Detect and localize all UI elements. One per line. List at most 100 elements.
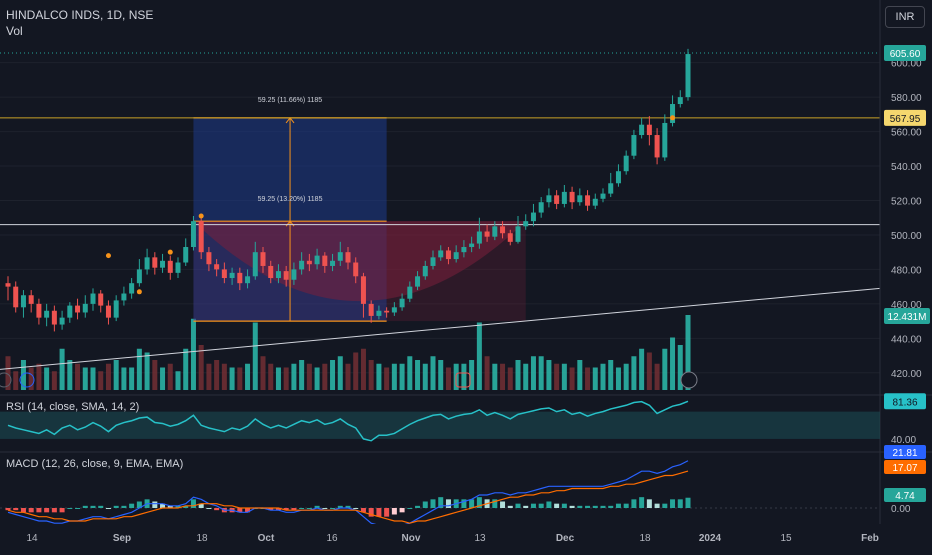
macd-histogram-bar [492, 499, 498, 508]
volume-bar [585, 367, 591, 390]
volume-bar [20, 360, 26, 390]
volume-bar [546, 360, 552, 390]
candle [422, 265, 428, 277]
macd-histogram-bar [523, 505, 529, 508]
candle [500, 226, 506, 234]
candle [384, 310, 390, 313]
volume-bar [275, 367, 281, 390]
rsi-band [0, 411, 880, 439]
resistance-badge [884, 109, 926, 126]
volume-bar [461, 363, 467, 390]
macd-histogram-bar [592, 505, 598, 508]
macd-histogram-bar [670, 499, 676, 508]
volume-bar [51, 371, 57, 390]
volume-bar [538, 356, 544, 390]
macd-histogram-bar [198, 503, 204, 508]
volume-bar [129, 367, 135, 390]
macd-histogram-bar [105, 508, 111, 509]
candle [623, 155, 629, 172]
volume-bar [13, 371, 19, 390]
volume-bar [152, 360, 158, 390]
volume-bar [5, 356, 11, 390]
candle [306, 260, 312, 265]
volume-bar [252, 322, 258, 390]
volume-bar [569, 367, 575, 390]
volume-legend: Vol [6, 24, 23, 38]
volume-bar [221, 363, 227, 390]
candle [67, 305, 73, 318]
volume-bar [530, 356, 536, 390]
macd-histogram-bar [546, 501, 552, 508]
macd-histogram-bar [368, 508, 374, 517]
volume-bar [160, 367, 166, 390]
candle [561, 191, 567, 204]
volume-bar [190, 318, 196, 390]
volume-bar [337, 356, 343, 390]
candle [260, 252, 266, 266]
volume-bar [268, 363, 274, 390]
candle [391, 307, 397, 313]
dividend-event-icon [19, 372, 35, 388]
signal-badge [884, 460, 926, 474]
candle [546, 195, 552, 203]
candle [152, 257, 158, 268]
candle [245, 276, 251, 284]
volume-bar [407, 356, 413, 390]
candle [677, 97, 683, 105]
macd-histogram-bar [569, 505, 575, 508]
x-tick-label: 15 [780, 533, 792, 544]
macd-histogram-bar [500, 501, 506, 508]
macd-histogram-bar [677, 499, 683, 508]
candle [461, 247, 467, 253]
candle [160, 260, 166, 268]
y-tick-label: 540.00 [891, 162, 922, 173]
macd-histogram-bar [615, 503, 621, 508]
candle [237, 272, 243, 284]
y-tick-label: 440.00 [891, 334, 922, 345]
x-tick-label: 18 [639, 533, 651, 544]
candle [492, 226, 498, 237]
currency-button[interactable]: INR [885, 6, 925, 28]
candle [453, 252, 459, 260]
volume-bar [592, 367, 598, 390]
volume-badge [884, 308, 930, 324]
candle [59, 317, 65, 325]
signal-marker [105, 253, 111, 259]
volume-bar [445, 367, 451, 390]
macd-histogram-bar [5, 508, 11, 511]
candle [368, 303, 374, 316]
macd-histogram-bar [662, 503, 668, 508]
candle [291, 269, 297, 280]
macd-histogram-bar [515, 503, 521, 508]
volume-bar [670, 337, 676, 390]
signal-marker [167, 249, 173, 255]
macd-histogram-bar [646, 499, 652, 508]
macd-histogram-bar [245, 508, 251, 513]
volume-bar [90, 367, 96, 390]
candle [175, 262, 181, 273]
x-tick-label: 18 [196, 533, 208, 544]
volume-bar [75, 363, 81, 390]
volume-bar [415, 360, 421, 390]
y-tick-label: 520.00 [891, 196, 922, 207]
candle [229, 272, 235, 279]
macd-histogram-bar [561, 503, 567, 508]
x-tick-label: 13 [474, 533, 486, 544]
candle [75, 305, 81, 313]
volume-bar [492, 363, 498, 390]
volume-bar [314, 367, 320, 390]
macd-histogram-bar [399, 508, 405, 513]
volume-bar [36, 363, 42, 390]
macd-histogram-bar [291, 508, 297, 511]
candle [144, 257, 150, 270]
macd-histogram-bar [20, 508, 26, 513]
earnings-event-icon [455, 372, 471, 388]
candle [275, 271, 281, 279]
dividend-event-icon [0, 372, 12, 388]
volume-bar [345, 363, 351, 390]
x-tick-label: 16 [326, 533, 338, 544]
macd-histogram-bar [214, 508, 220, 511]
volume-bar [291, 363, 297, 390]
